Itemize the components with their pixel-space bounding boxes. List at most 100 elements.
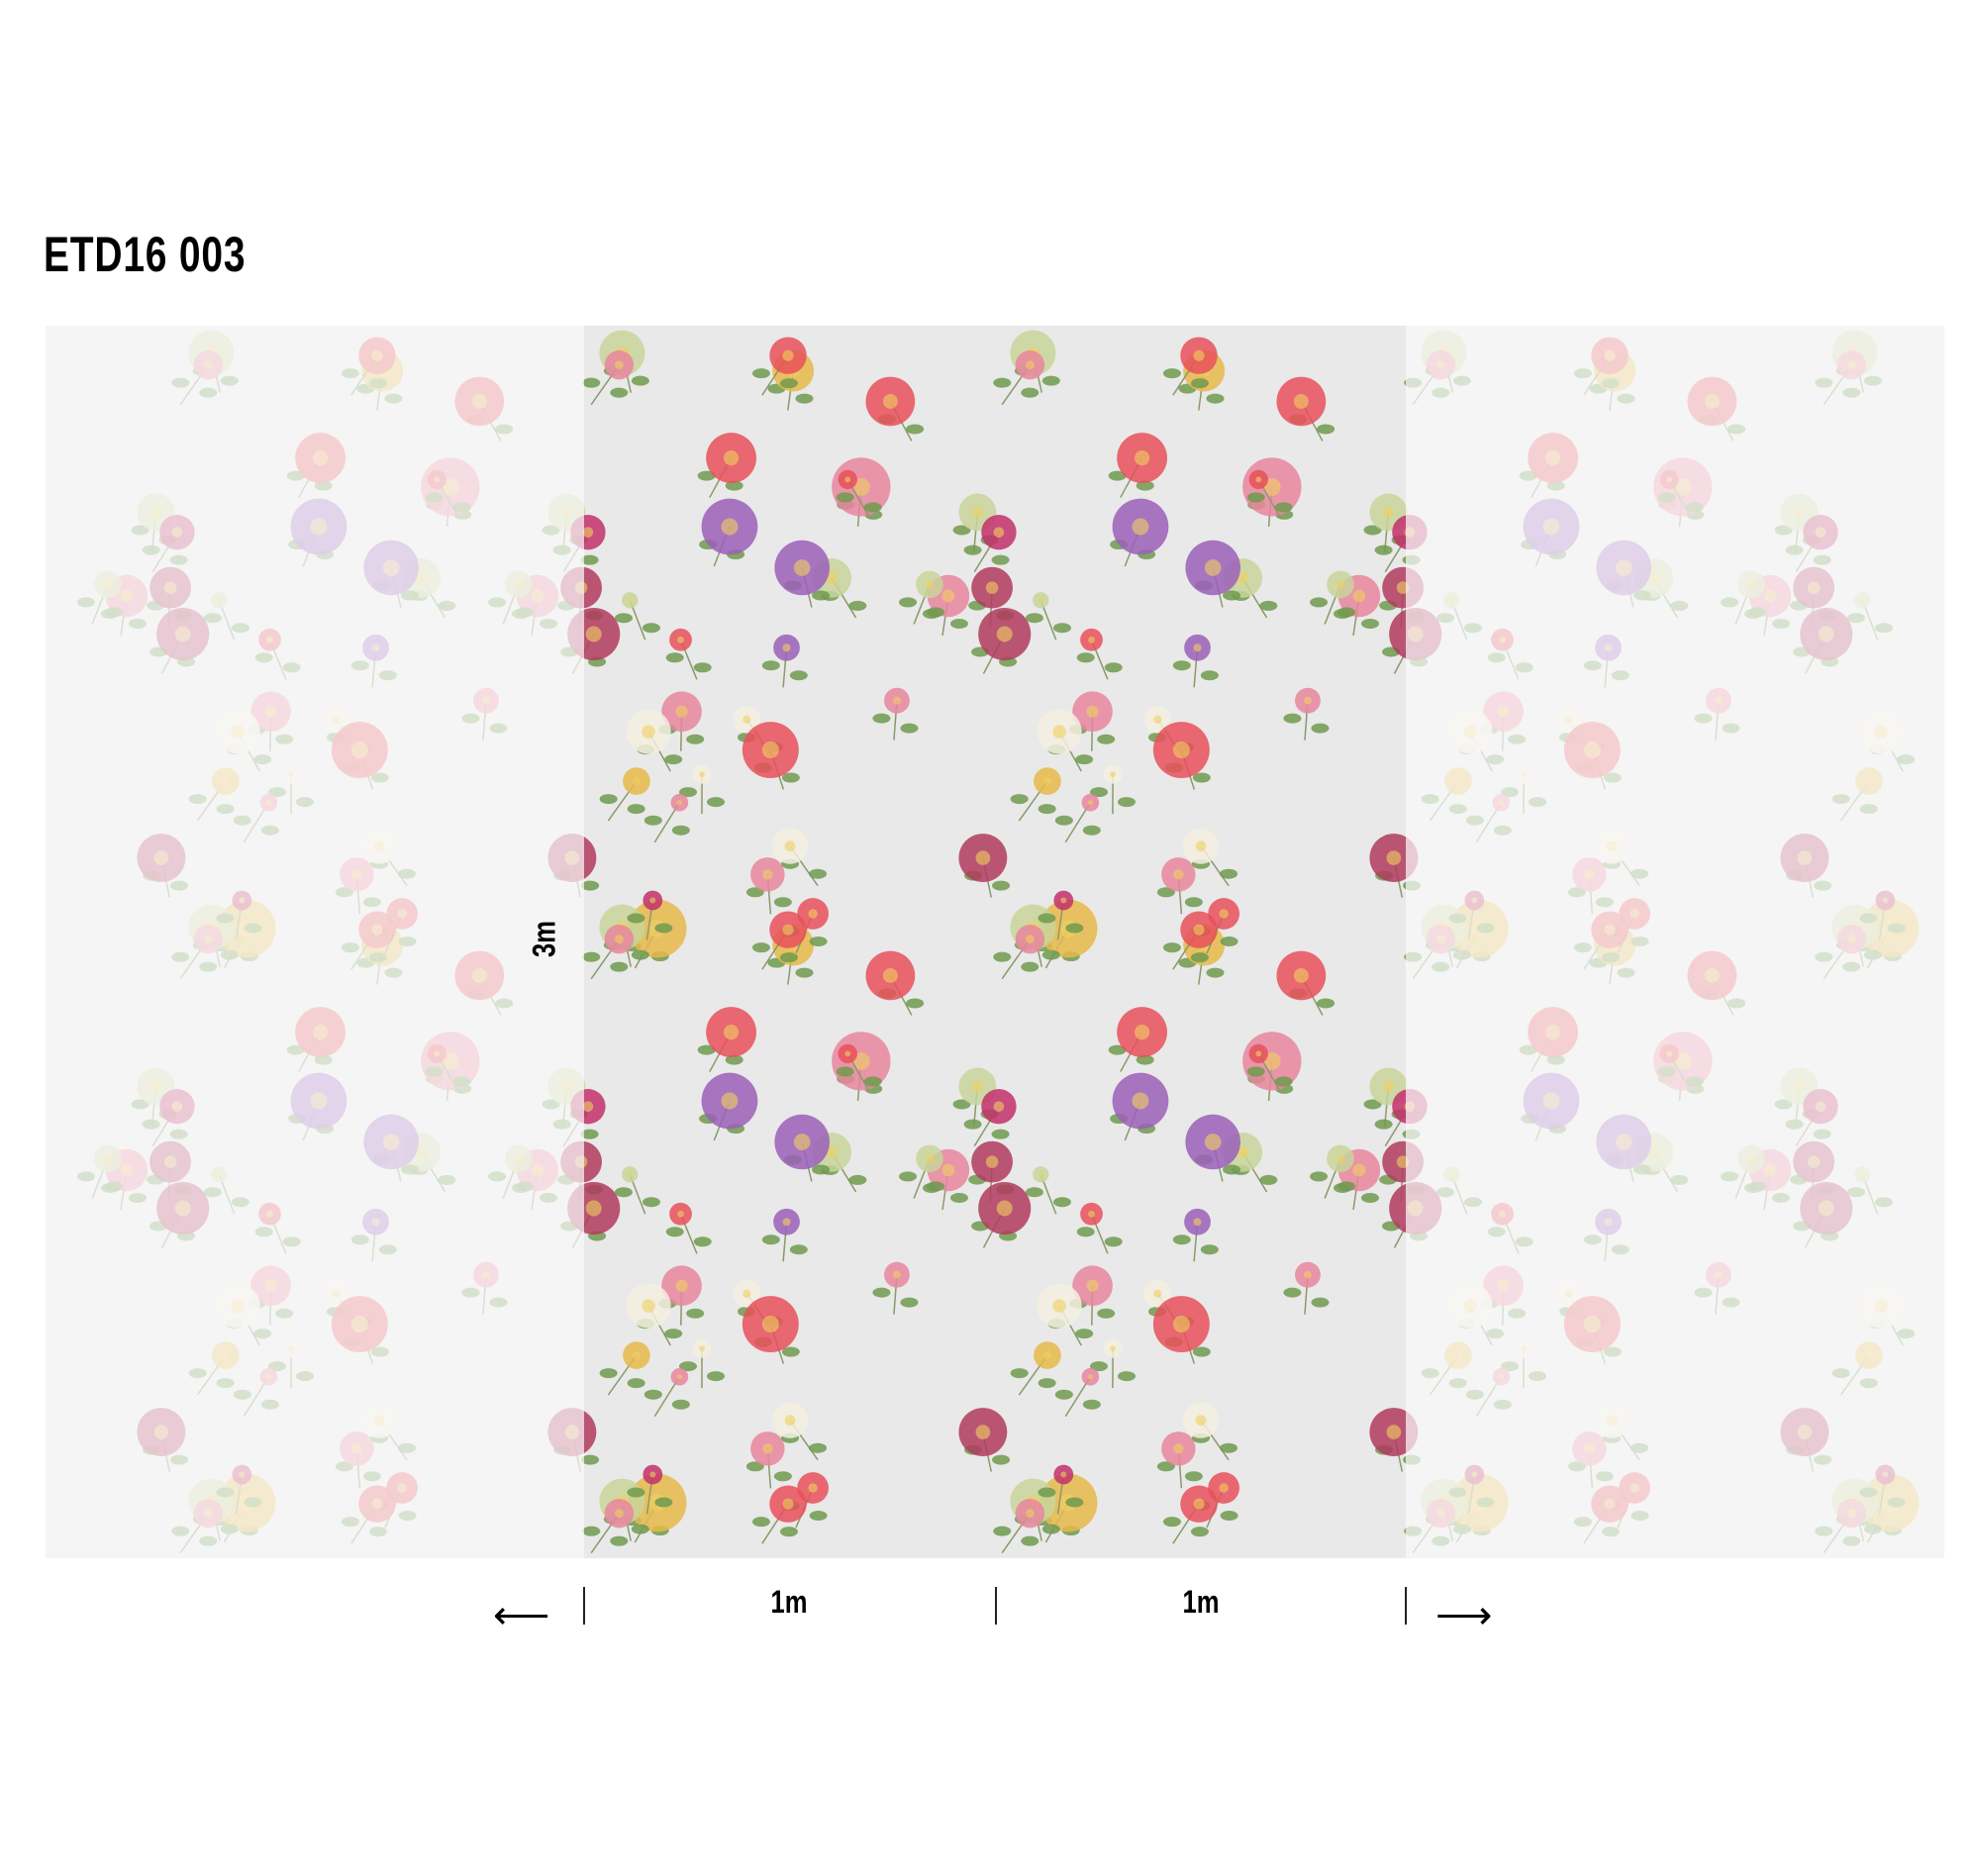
leaf xyxy=(1206,967,1225,978)
leaf xyxy=(1363,525,1382,536)
leaf xyxy=(1283,713,1302,724)
leaf xyxy=(812,1164,831,1175)
flower-center xyxy=(975,850,991,865)
height-dimension-label: 3m xyxy=(526,921,562,957)
leaf xyxy=(927,607,945,618)
flower-center xyxy=(1086,1279,1099,1292)
flower-center xyxy=(723,1024,740,1040)
flower-center xyxy=(1237,571,1249,584)
leaf xyxy=(599,1368,618,1379)
leaf xyxy=(1310,597,1329,608)
leaf xyxy=(795,393,814,404)
leaf xyxy=(745,1461,764,1472)
leaf xyxy=(1162,1517,1181,1528)
leaf xyxy=(1052,1197,1071,1208)
flower-center xyxy=(1153,1289,1162,1298)
flower-center xyxy=(1193,1498,1205,1510)
leaf xyxy=(779,952,798,963)
flower-center xyxy=(1173,1443,1184,1454)
flower-center xyxy=(1255,476,1262,483)
leaf xyxy=(991,554,1010,565)
leaf xyxy=(686,1308,705,1319)
flower-center xyxy=(723,449,740,466)
leaf xyxy=(1021,387,1040,398)
leaf xyxy=(836,1066,854,1077)
flower-center xyxy=(699,771,705,778)
flower-center xyxy=(784,840,796,852)
flower-center xyxy=(1193,924,1205,936)
leaf xyxy=(848,600,867,611)
flower-center xyxy=(1219,1483,1229,1493)
flower-center xyxy=(585,1200,602,1217)
flower-center xyxy=(676,1374,683,1380)
leaf xyxy=(1190,378,1209,389)
leaf xyxy=(927,1181,945,1192)
flower-center xyxy=(782,1498,794,1510)
flower-center xyxy=(1025,1509,1035,1519)
leaf xyxy=(1220,868,1238,879)
leaf xyxy=(642,1197,660,1208)
leaf xyxy=(1025,613,1043,624)
leaf xyxy=(1041,375,1060,386)
flower-center xyxy=(1025,935,1035,944)
leaf xyxy=(1038,913,1056,924)
leaf xyxy=(812,590,831,601)
leaf xyxy=(751,368,770,379)
leaf xyxy=(809,1510,828,1521)
flower-center xyxy=(699,1345,705,1352)
leaf xyxy=(1117,1371,1136,1382)
arrow-right-icon: ⟶ xyxy=(1436,1594,1493,1637)
leaf xyxy=(582,951,601,962)
leaf xyxy=(745,887,764,898)
leaf xyxy=(1192,772,1211,783)
flower-center xyxy=(742,715,751,724)
flower-center xyxy=(1086,705,1099,718)
leaf xyxy=(671,1399,690,1410)
flower-center xyxy=(761,741,779,759)
flower-center xyxy=(971,1080,984,1093)
flower-center xyxy=(993,527,1005,538)
leaf xyxy=(779,1527,798,1537)
flower-center xyxy=(826,1145,839,1158)
dimension-tick xyxy=(1405,1587,1407,1625)
leaf xyxy=(1200,670,1219,681)
flower-center xyxy=(1025,360,1035,370)
leaf xyxy=(899,1171,918,1182)
leaf xyxy=(654,1497,673,1508)
flower-center xyxy=(1386,1425,1402,1439)
leaf xyxy=(1206,393,1225,404)
flower-center xyxy=(782,1218,791,1227)
leaf xyxy=(952,525,971,536)
flower-center xyxy=(721,1092,739,1110)
leaf xyxy=(631,1524,649,1534)
flower-center xyxy=(614,360,624,370)
flower-center xyxy=(925,1154,935,1163)
leaf xyxy=(1038,1487,1056,1498)
leaf xyxy=(1136,1054,1154,1065)
leaf xyxy=(1038,1378,1056,1389)
leaf xyxy=(773,897,792,908)
flower-center xyxy=(1382,1080,1395,1093)
leaf xyxy=(1259,1174,1278,1185)
leaf xyxy=(1038,804,1056,815)
leaf xyxy=(627,1487,645,1498)
leaf xyxy=(610,961,629,972)
leaf xyxy=(1311,723,1330,734)
flower-center xyxy=(1382,506,1395,519)
leaf xyxy=(580,1129,599,1139)
leaf xyxy=(1076,652,1095,663)
flower-center xyxy=(985,581,999,594)
leaf xyxy=(627,1378,645,1389)
flower-center xyxy=(642,1299,655,1313)
leaf xyxy=(1065,1497,1084,1508)
leaf xyxy=(671,825,690,836)
flower-center xyxy=(1173,869,1184,880)
flower-center xyxy=(632,1350,642,1360)
leaf xyxy=(1089,1361,1108,1372)
flower-center xyxy=(614,935,624,944)
flower-center xyxy=(996,626,1013,642)
leaf xyxy=(1311,1297,1330,1308)
flower-center xyxy=(1088,636,1095,643)
leaf xyxy=(697,470,716,481)
leaf xyxy=(900,1297,919,1308)
